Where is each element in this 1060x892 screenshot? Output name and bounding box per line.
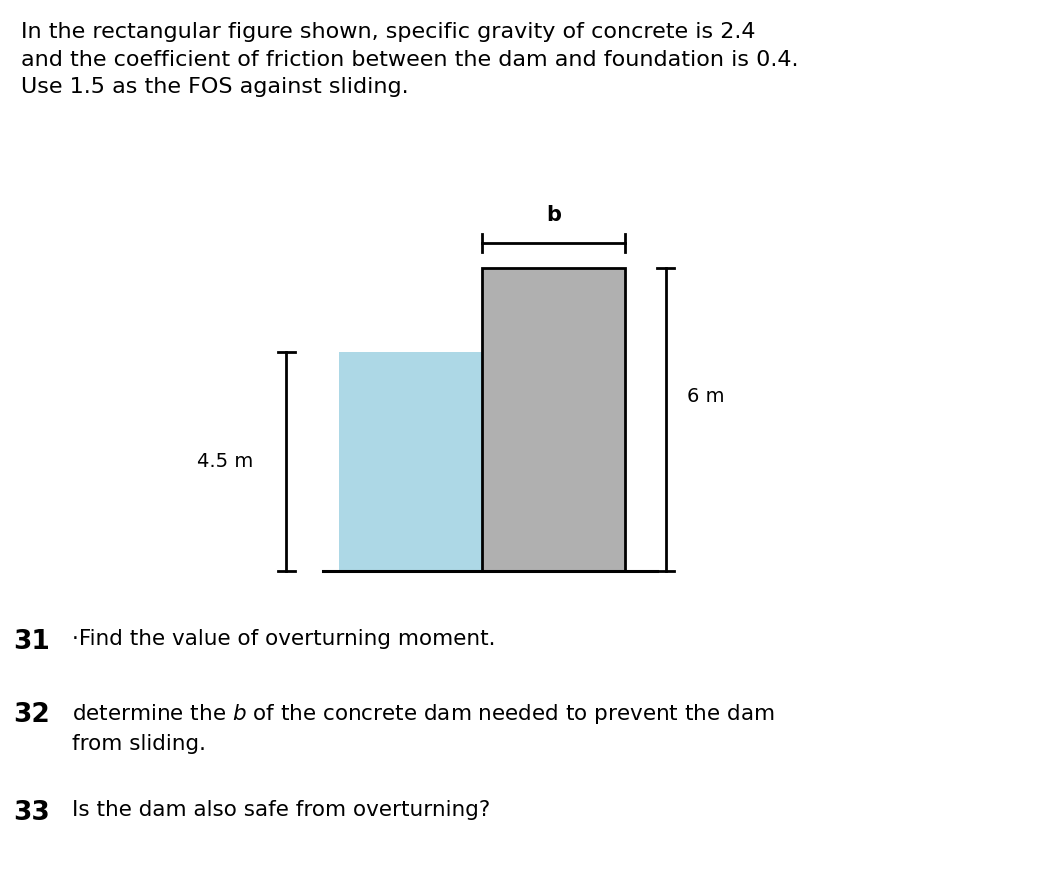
Text: 4.5 m: 4.5 m: [196, 452, 253, 471]
Text: 32: 32: [13, 702, 50, 728]
Text: 31: 31: [13, 629, 50, 655]
Text: b: b: [546, 205, 562, 225]
Text: 33: 33: [13, 800, 50, 826]
Bar: [482, 268, 625, 571]
Text: 6 m: 6 m: [687, 387, 725, 407]
Text: determine the $b$ of the concrete dam needed to prevent the dam
from sliding.: determine the $b$ of the concrete dam ne…: [72, 702, 775, 754]
Text: ·Find the value of overturning moment.: ·Find the value of overturning moment.: [72, 629, 496, 648]
Text: In the rectangular figure shown, specific gravity of concrete is 2.4
and the coe: In the rectangular figure shown, specifi…: [21, 22, 798, 96]
Text: Is the dam also safe from overturning?: Is the dam also safe from overturning?: [72, 800, 491, 820]
Bar: [339, 352, 482, 571]
